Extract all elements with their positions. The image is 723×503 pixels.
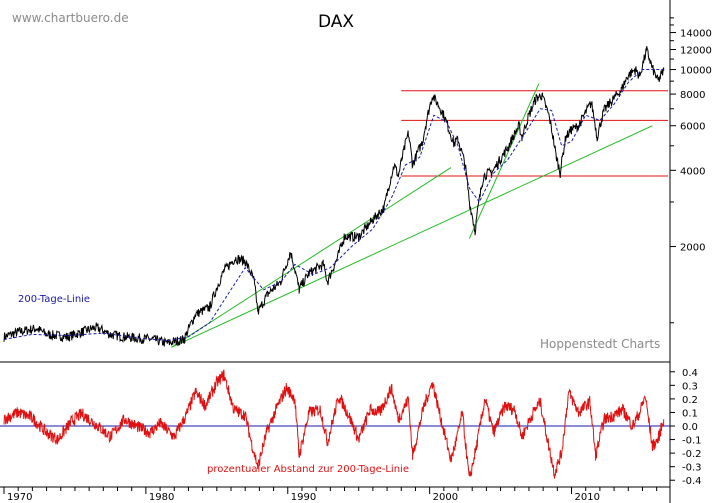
credit-label: Hoppenstedt Charts [540,337,660,351]
distance-oscillator-line [3,369,665,479]
moving-average-label: 200-Tage-Linie [18,294,90,305]
y-tick-label: 2000 [680,243,705,254]
osc-y-tick-label: 0.4 [682,368,698,379]
osc-y-tick-label: -0.1 [682,436,702,447]
y-tick-label: 14000 [680,29,712,40]
chart-title: DAX [318,12,354,32]
x-tick-label: 1990 [291,492,316,503]
y-tick-label: 6000 [680,122,705,133]
dax-price-line [3,46,665,347]
osc-y-tick-label: 0.1 [682,408,698,419]
x-tick-label: 1970 [7,492,32,503]
trend-line [468,83,540,239]
x-tick-label: 1980 [149,492,174,503]
trend-line [171,167,452,348]
x-tick-label: 2000 [433,492,458,503]
osc-y-tick-label: -0.2 [682,449,702,460]
watermark: www.chartbuero.de [12,11,129,25]
y-tick-label: 4000 [680,166,705,177]
y-tick-label: 10000 [680,66,712,77]
osc-y-tick-label: 0.0 [682,422,698,433]
moving-average-200-line [3,69,664,342]
osc-y-tick-label: 0.2 [682,395,698,406]
oscillator-label: prozentualer Abstand zur 200-Tage-Linie [207,464,409,475]
x-tick-label: 2010 [575,492,600,503]
osc-y-tick-label: -0.3 [682,463,702,474]
osc-y-tick-label: -0.4 [682,476,702,487]
trend-line [171,125,653,348]
y-tick-label: 12000 [680,45,712,56]
y-tick-label: 8000 [680,90,705,101]
osc-y-tick-label: 0.3 [682,381,698,392]
oscillator-panel: 0.4 0.3 0.2 0.1 0.0 -0.1 -0.2 -0.3 -0.4 prozentua… [0,368,702,503]
